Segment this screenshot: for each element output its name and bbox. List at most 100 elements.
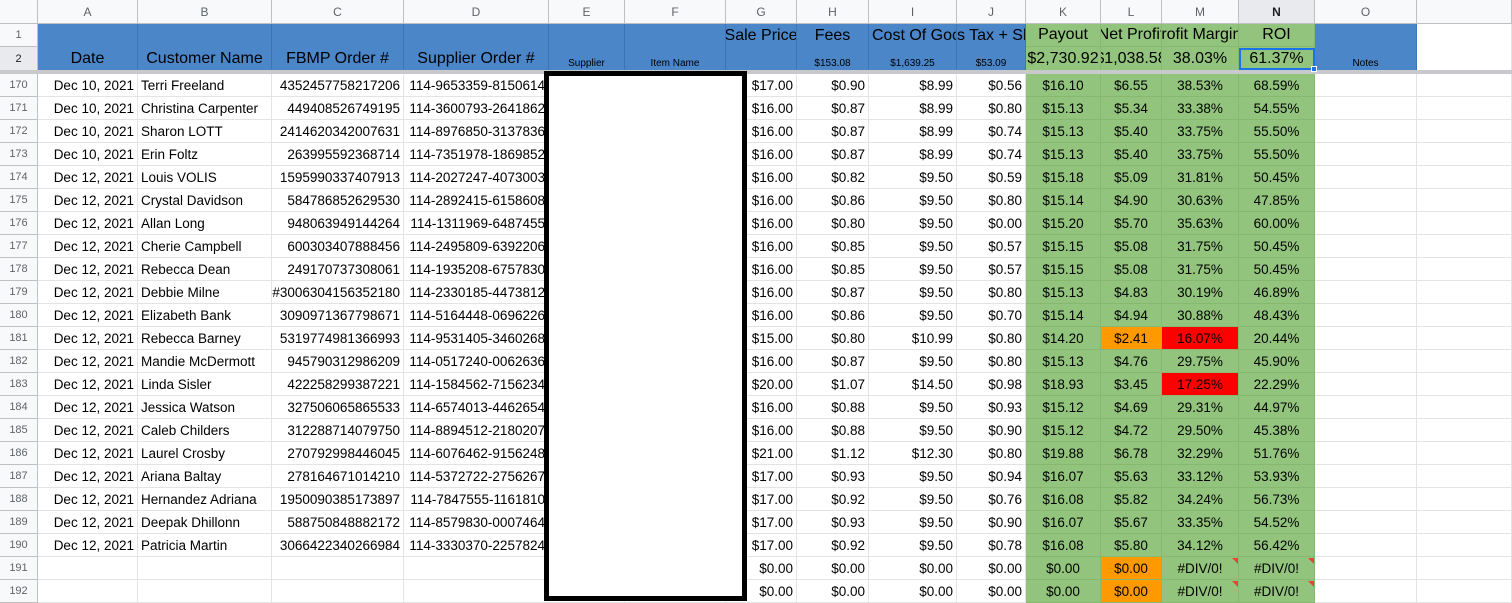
cell-c-184[interactable]: 327506065865533: [272, 396, 404, 419]
cell-o-188[interactable]: [1315, 488, 1417, 511]
cell-g-182[interactable]: $16.00: [726, 350, 797, 373]
cell-d-190[interactable]: 114-3330370-2257824: [404, 534, 549, 557]
row-header-179[interactable]: 179: [0, 281, 38, 304]
cell-o-176[interactable]: [1315, 212, 1417, 235]
cell-o-189[interactable]: [1315, 511, 1417, 534]
cell-c-191[interactable]: [272, 557, 404, 580]
cell-g-179[interactable]: $16.00: [726, 281, 797, 304]
row-header-175[interactable]: 175: [0, 189, 38, 212]
cell-l-187[interactable]: $5.63: [1101, 465, 1162, 488]
cell-k-178[interactable]: $15.15: [1026, 258, 1101, 281]
cell-k-192[interactable]: $0.00: [1026, 580, 1101, 603]
cell-n-177[interactable]: 50.45%: [1239, 235, 1315, 258]
column-header-l[interactable]: L: [1101, 0, 1162, 24]
cell-k-186[interactable]: $19.88: [1026, 442, 1101, 465]
cell-h-180[interactable]: $0.86: [797, 304, 869, 327]
cell-o-191[interactable]: [1315, 557, 1417, 580]
cell-h-174[interactable]: $0.82: [797, 166, 869, 189]
cell-h-172[interactable]: $0.87: [797, 120, 869, 143]
cell-m-184[interactable]: 29.31%: [1162, 396, 1239, 419]
cell-d-176[interactable]: 114-1311969-6487455: [404, 212, 549, 235]
cell-o-177[interactable]: [1315, 235, 1417, 258]
cell-l-172[interactable]: $5.40: [1101, 120, 1162, 143]
cell-b-189[interactable]: Deepak Dhillonn: [138, 511, 272, 534]
row-header-191[interactable]: 191: [0, 557, 38, 580]
cell-k-182[interactable]: $15.13: [1026, 350, 1101, 373]
cell-b-186[interactable]: Laurel Crosby: [138, 442, 272, 465]
cell-m-186[interactable]: 32.29%: [1162, 442, 1239, 465]
cell-d-181[interactable]: 114-9531405-3460268: [404, 327, 549, 350]
cell-h-189[interactable]: $0.93: [797, 511, 869, 534]
cell-n-176[interactable]: 60.00%: [1239, 212, 1315, 235]
cell-a-185[interactable]: Dec 12, 2021: [38, 419, 138, 442]
cell-g-177[interactable]: $16.00: [726, 235, 797, 258]
column-header-n[interactable]: N: [1239, 0, 1315, 24]
cell-h-182[interactable]: $0.87: [797, 350, 869, 373]
header2-k[interactable]: $2,730.92: [1026, 47, 1101, 71]
cell-g-183[interactable]: $20.00: [726, 373, 797, 396]
cell-i-179[interactable]: $9.50: [869, 281, 957, 304]
cell-l-170[interactable]: $6.55: [1101, 74, 1162, 97]
cell-d-173[interactable]: 114-7351978-1869852: [404, 143, 549, 166]
row-header-171[interactable]: 171: [0, 97, 38, 120]
cell-n-189[interactable]: 54.52%: [1239, 511, 1315, 534]
cell-b-177[interactable]: Cherie Campbell: [138, 235, 272, 258]
cell-b-173[interactable]: Erin Foltz: [138, 143, 272, 166]
header2-i[interactable]: $1,639.25: [869, 47, 957, 71]
cell-a-190[interactable]: Dec 12, 2021: [38, 534, 138, 557]
cell-i-170[interactable]: $8.99: [869, 74, 957, 97]
cell-o-190[interactable]: [1315, 534, 1417, 557]
cell-a-177[interactable]: Dec 12, 2021: [38, 235, 138, 258]
cell-k-173[interactable]: $15.13: [1026, 143, 1101, 166]
cell-d-171[interactable]: 114-3600793-2641862: [404, 97, 549, 120]
cell-l-189[interactable]: $5.67: [1101, 511, 1162, 534]
cell-m-183[interactable]: 17.25%: [1162, 373, 1239, 396]
cell-j-170[interactable]: $0.56: [957, 74, 1026, 97]
cell-c-170[interactable]: 4352457758217206: [272, 74, 404, 97]
cell-k-187[interactable]: $16.07: [1026, 465, 1101, 488]
cell-i-175[interactable]: $9.50: [869, 189, 957, 212]
header2-f[interactable]: Item Name: [625, 47, 726, 71]
header2-d[interactable]: Supplier Order #: [404, 47, 549, 71]
cell-m-172[interactable]: 33.75%: [1162, 120, 1239, 143]
cell-m-177[interactable]: 31.75%: [1162, 235, 1239, 258]
cell-j-174[interactable]: $0.59: [957, 166, 1026, 189]
cell-a-187[interactable]: Dec 12, 2021: [38, 465, 138, 488]
cell-c-180[interactable]: 3090971367798671: [272, 304, 404, 327]
column-header-j[interactable]: J: [957, 0, 1026, 24]
cell-j-188[interactable]: $0.76: [957, 488, 1026, 511]
cell-a-178[interactable]: Dec 12, 2021: [38, 258, 138, 281]
header1-o[interactable]: [1315, 24, 1417, 47]
cell-h-178[interactable]: $0.85: [797, 258, 869, 281]
row-header-177[interactable]: 177: [0, 235, 38, 258]
cell-j-182[interactable]: $0.80: [957, 350, 1026, 373]
cell-h-176[interactable]: $0.80: [797, 212, 869, 235]
cell-i-184[interactable]: $9.50: [869, 396, 957, 419]
cell-n-173[interactable]: 55.50%: [1239, 143, 1315, 166]
cell-c-190[interactable]: 3066422340266984: [272, 534, 404, 557]
cell-k-180[interactable]: $15.14: [1026, 304, 1101, 327]
row-header-2[interactable]: 2: [0, 47, 38, 71]
cell-a-175[interactable]: Dec 12, 2021: [38, 189, 138, 212]
cell-o-192[interactable]: [1315, 580, 1417, 603]
cell-l-180[interactable]: $4.94: [1101, 304, 1162, 327]
cell-a-191[interactable]: [38, 557, 138, 580]
cell-i-178[interactable]: $9.50: [869, 258, 957, 281]
cell-c-179[interactable]: #3006304156352180: [272, 281, 404, 304]
cell-b-188[interactable]: Hernandez Adriana: [138, 488, 272, 511]
header2-a[interactable]: Date: [38, 47, 138, 71]
cell-h-177[interactable]: $0.85: [797, 235, 869, 258]
cell-j-175[interactable]: $0.80: [957, 189, 1026, 212]
header1-j[interactable]: s Tax + Ship: [957, 24, 1026, 47]
cell-b-181[interactable]: Rebecca Barney: [138, 327, 272, 350]
cell-o-182[interactable]: [1315, 350, 1417, 373]
cell-m-180[interactable]: 30.88%: [1162, 304, 1239, 327]
cell-l-184[interactable]: $4.69: [1101, 396, 1162, 419]
column-header-g[interactable]: G: [726, 0, 797, 24]
cell-l-175[interactable]: $4.90: [1101, 189, 1162, 212]
cell-m-176[interactable]: 35.63%: [1162, 212, 1239, 235]
row-header-184[interactable]: 184: [0, 396, 38, 419]
cell-h-184[interactable]: $0.88: [797, 396, 869, 419]
cell-j-183[interactable]: $0.98: [957, 373, 1026, 396]
